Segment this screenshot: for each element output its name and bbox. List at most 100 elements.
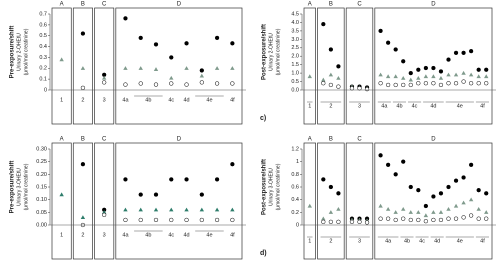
group-box [317, 7, 345, 125]
group-label: B [329, 2, 333, 8]
median-marker [476, 74, 481, 79]
y-axis-title: (μmol/mol creatinine) [275, 163, 281, 210]
group-box [115, 142, 243, 260]
max-marker [468, 162, 474, 167]
set-label: 4d [430, 103, 436, 109]
max-marker [438, 69, 444, 74]
median-marker [461, 200, 466, 205]
median-marker [461, 70, 466, 75]
median-marker [378, 72, 383, 77]
median-marker [123, 66, 128, 70]
median-marker [230, 207, 235, 212]
median-marker [401, 75, 406, 80]
set-label: 2 [329, 238, 332, 244]
median-marker [80, 215, 86, 219]
y-tick-label: 4.5 [291, 11, 299, 17]
median-marker [138, 207, 143, 212]
max-marker [423, 203, 429, 209]
min-marker [385, 82, 391, 88]
max-marker [123, 16, 128, 21]
median-marker [431, 210, 436, 214]
min-marker [393, 217, 398, 223]
set-label: 2 [81, 232, 84, 238]
median-marker [468, 197, 474, 202]
y-tick-label: 1.2 [291, 146, 299, 152]
min-marker [446, 81, 451, 86]
set-label: 4b [404, 238, 410, 244]
max-marker [476, 67, 481, 72]
set-label: 4f [230, 97, 235, 103]
y-axis-title: Pre-exposure/shift [10, 26, 16, 79]
y-tick-label: 0.2 [39, 66, 47, 72]
median-marker [423, 213, 429, 218]
y-tick-label: 0.8 [291, 172, 299, 178]
min-marker [336, 219, 341, 224]
set-label: 4c [412, 103, 418, 109]
max-marker [484, 67, 489, 72]
median-marker [336, 75, 341, 80]
median-marker [307, 74, 312, 79]
min-marker [401, 216, 406, 221]
set-label: 3 [358, 103, 361, 109]
min-marker [153, 82, 159, 87]
min-marker [385, 216, 391, 221]
min-marker [102, 212, 107, 218]
y-tick-label: 0.3 [39, 55, 47, 61]
median-marker [484, 210, 489, 214]
set-label: 3 [103, 232, 106, 238]
min-marker [184, 217, 189, 223]
group-box [94, 142, 115, 260]
max-marker [336, 191, 341, 196]
median-marker [307, 203, 312, 208]
min-marker [423, 219, 429, 224]
max-marker [401, 159, 406, 164]
group-label: A [308, 137, 312, 143]
min-marker [349, 219, 355, 224]
set-label: 4e [206, 232, 212, 238]
max-marker [214, 177, 220, 182]
y-tick-label: 0.5 [291, 79, 299, 85]
median-marker [184, 207, 189, 212]
min-marker [214, 217, 220, 223]
min-marker [484, 216, 489, 221]
min-marker [408, 82, 413, 88]
min-marker [401, 82, 406, 88]
min-marker [80, 85, 86, 90]
median-marker [416, 210, 421, 214]
max-marker [214, 35, 220, 41]
max-marker [416, 67, 421, 72]
median-marker [321, 77, 326, 82]
min-marker [431, 81, 436, 86]
median-marker [80, 66, 86, 70]
min-marker [138, 81, 143, 86]
set-label: 4f [480, 238, 485, 244]
set-label: 4e [206, 97, 212, 103]
min-marker [438, 82, 444, 88]
group-label: B [81, 2, 85, 8]
min-marker [416, 217, 421, 223]
group-label: C [357, 2, 362, 8]
y-tick-label: 3.0 [291, 37, 299, 43]
set-label: 3 [358, 238, 361, 244]
y-axis-title: Urinary 2-OHEtU [16, 33, 22, 71]
median-marker [393, 210, 398, 214]
min-marker [476, 216, 481, 221]
min-marker [214, 81, 220, 86]
min-marker [453, 81, 459, 86]
max-marker [461, 175, 466, 180]
panel-label: c) [260, 115, 266, 122]
y-tick-label: 4.0 [291, 20, 299, 26]
max-marker [446, 184, 451, 190]
y-tick-label: 0.00 [36, 222, 47, 228]
median-marker [416, 75, 421, 80]
group-box [51, 7, 72, 125]
max-marker [328, 47, 334, 52]
median-marker [328, 72, 334, 77]
median-marker [476, 206, 481, 211]
y-tick-label: 0.4 [291, 197, 299, 203]
median-marker [138, 66, 143, 70]
min-marker [123, 217, 128, 223]
median-marker [385, 206, 391, 211]
set-label: 2 [81, 97, 84, 103]
